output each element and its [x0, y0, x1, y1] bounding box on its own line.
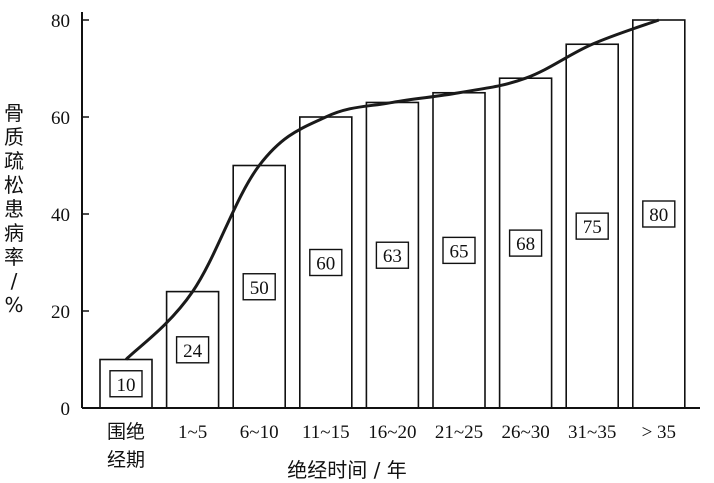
data-label-text: 24	[183, 341, 203, 362]
x-tick-label: 16~20	[368, 422, 416, 443]
x-tick-label: 26~30	[501, 422, 549, 443]
trend-line-group	[124, 18, 660, 361]
data-label-box	[309, 248, 343, 277]
axis-titles: 绝经时间 / 年 骨质疏松患病率/%	[4, 101, 407, 482]
x-tick-label: 31~35	[568, 422, 616, 443]
y-tick-label: 80	[51, 11, 70, 32]
y-axis-title: 骨质疏松患病率/%	[4, 101, 24, 317]
data-label: 24	[175, 336, 210, 364]
data-label-text: 50	[250, 278, 269, 299]
data-label: 65	[442, 236, 476, 265]
data-label: 10	[109, 370, 143, 398]
data-label-box	[109, 370, 143, 398]
data-label: 75	[575, 212, 609, 240]
data-label-box	[508, 229, 543, 257]
data-label: 50	[242, 273, 276, 301]
data-labels: 10 24 50 60 63 65 68 75 80	[109, 200, 676, 398]
y-tick-label: 60	[51, 108, 70, 129]
x-tick-label: 1~5	[178, 422, 207, 443]
data-label: 68	[508, 229, 543, 257]
data-label-text: 75	[583, 217, 602, 238]
trend-line	[124, 18, 660, 361]
data-label-box	[242, 273, 276, 301]
data-label-box	[575, 212, 609, 240]
data-label-text: 68	[516, 234, 535, 255]
data-label: 60	[309, 248, 343, 277]
data-label-box	[175, 336, 210, 364]
data-label: 80	[642, 200, 676, 228]
y-axis: 0 20 40 60 80	[51, 11, 89, 420]
x-tick-label: 经期	[107, 449, 145, 471]
data-label: 63	[375, 241, 410, 269]
x-axis-title: 绝经时间 / 年	[287, 458, 406, 482]
x-tick-label: 11~15	[302, 422, 350, 443]
x-tick-label: 6~10	[240, 422, 279, 443]
data-label-text: 60	[316, 254, 335, 275]
data-label-box	[642, 200, 676, 228]
y-tick-label: 0	[61, 399, 71, 420]
data-label-text: 63	[383, 246, 402, 267]
data-label-box	[375, 241, 410, 269]
y-tick-label: 20	[51, 302, 70, 323]
data-label-text: 10	[117, 375, 136, 396]
x-tick-label: > 35	[642, 422, 676, 443]
y-tick-label: 40	[51, 205, 70, 226]
data-label-text: 65	[450, 241, 469, 262]
x-tick-label: 21~25	[435, 422, 483, 443]
x-tick-label: 围绝	[107, 421, 145, 443]
data-label-box	[442, 236, 476, 265]
data-label-text: 80	[649, 205, 668, 226]
